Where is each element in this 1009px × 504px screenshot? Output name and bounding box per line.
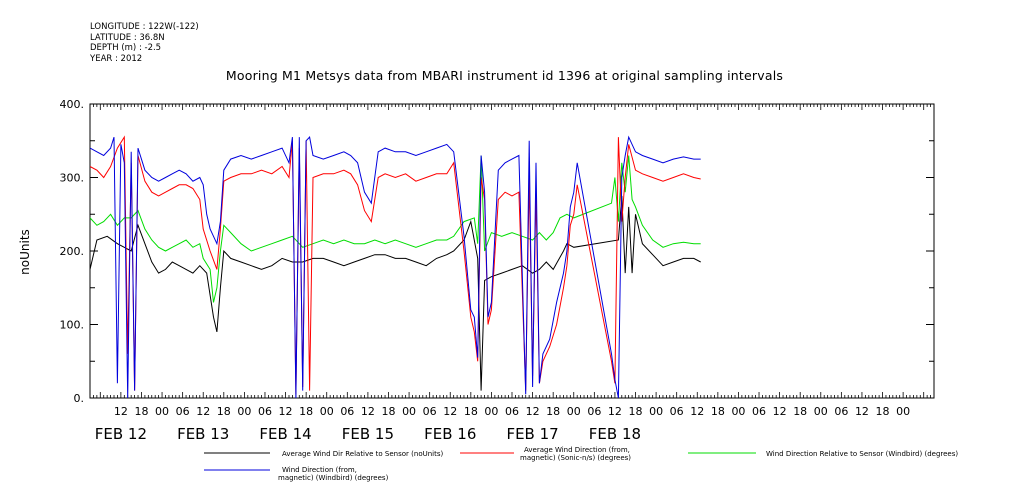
x-tick-label: 06 [834, 405, 848, 418]
x-tick-label: 06 [670, 405, 684, 418]
x-tick-label: 06 [752, 405, 766, 418]
x-tick-label: 18 [381, 405, 395, 418]
y-tick-label: 400. [60, 98, 85, 111]
x-tick-label: 12 [196, 405, 210, 418]
x-tick-label: 12 [526, 405, 540, 418]
x-tick-label: 06 [340, 405, 354, 418]
year-text: YEAR : 2012 [90, 53, 143, 64]
legend-label-3: Wind Direction (from, [282, 466, 357, 474]
x-tick-label: 18 [299, 405, 313, 418]
x-tick-label: 12 [773, 405, 787, 418]
x-tick-label: 18 [464, 405, 478, 418]
x-day-label: FEB 13 [177, 425, 229, 443]
x-tick-label: 18 [217, 405, 231, 418]
x-tick-label: 12 [114, 405, 128, 418]
x-tick-label: 06 [258, 405, 272, 418]
y-tick-label: 100. [60, 319, 85, 332]
series-line-1 [90, 135, 701, 395]
x-tick-label: 00 [649, 405, 663, 418]
x-tick-label: 12 [608, 405, 622, 418]
x-tick-label: 18 [793, 405, 807, 418]
x-tick-label: 12 [443, 405, 457, 418]
legend-label-3: magnetic) (Windbird) (degrees) [278, 474, 389, 482]
x-tick-label: 18 [134, 405, 148, 418]
legend-label-1: magnetic) (Sonic-n/s) (degrees) [520, 454, 631, 462]
x-tick-label: 12 [690, 405, 704, 418]
y-tick-label: 200. [60, 245, 85, 258]
x-day-label: FEB 12 [95, 425, 147, 443]
x-tick-label: 00 [814, 405, 828, 418]
legend-label-2: Wind Direction Relative to Sensor (Windb… [766, 450, 958, 458]
x-tick-label: 18 [711, 405, 725, 418]
plot-frame [89, 103, 935, 399]
x-tick-label: 00 [731, 405, 745, 418]
x-tick-label: 18 [546, 405, 560, 418]
legend-label-1: Average Wind Direction (from, [524, 446, 630, 454]
y-tick-label: 0. [74, 392, 85, 405]
x-day-label: FEB 15 [342, 425, 394, 443]
series-line-3 [90, 135, 701, 398]
x-tick-label: 18 [876, 405, 890, 418]
x-day-label: FEB 18 [589, 425, 641, 443]
x-tick-label: 06 [505, 405, 519, 418]
x-tick-label: 00 [484, 405, 498, 418]
x-tick-label: 06 [176, 405, 190, 418]
legend-label-0: Average Wind Dir Relative to Sensor (noU… [282, 450, 443, 458]
latitude-text: LATITUDE : 36.8N [90, 32, 165, 43]
x-day-label: FEB 17 [506, 425, 558, 443]
series-line-2 [90, 155, 701, 303]
x-day-label: FEB 16 [424, 425, 476, 443]
x-tick-label: 12 [279, 405, 293, 418]
x-tick-label: 06 [587, 405, 601, 418]
y-tick-label: 300. [60, 172, 85, 185]
x-tick-label: 00 [155, 405, 169, 418]
longitude-text: LONGITUDE : 122W(-122) [90, 22, 199, 32]
depth-text: DEPTH (m) : -2.5 [90, 43, 162, 53]
x-tick-label: 18 [629, 405, 643, 418]
x-tick-label: 00 [402, 405, 416, 418]
x-tick-label: 00 [567, 405, 581, 418]
x-tick-label: 00 [896, 405, 910, 418]
series-line-0 [90, 195, 701, 391]
x-tick-label: 12 [361, 405, 375, 418]
x-tick-label: 00 [320, 405, 334, 418]
x-tick-label: 12 [855, 405, 869, 418]
x-tick-label: 00 [237, 405, 251, 418]
x-tick-label: 06 [423, 405, 437, 418]
x-day-label: FEB 14 [259, 425, 311, 443]
metadata-block: LONGITUDE : 122W(-122) LATITUDE : 36.8N … [90, 22, 199, 64]
chart-title: Mooring M1 Metsys data from MBARI instru… [225, 68, 784, 83]
